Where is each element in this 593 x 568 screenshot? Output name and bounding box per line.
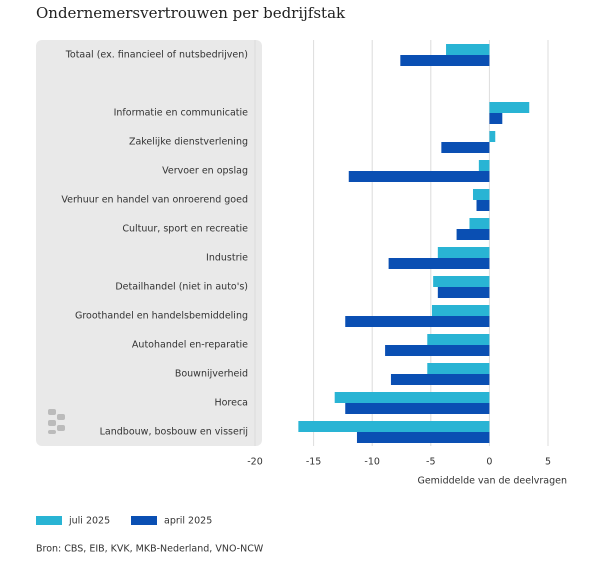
y-tick-label: Cultuur, sport en recreatie xyxy=(122,224,248,235)
bar xyxy=(456,229,490,240)
bar xyxy=(400,55,490,66)
x-axis-label: Gemiddelde van de deelvragen xyxy=(417,476,567,487)
bar xyxy=(472,189,490,200)
bar xyxy=(469,218,490,229)
y-tick-label: Detailhandel (niet in auto's) xyxy=(115,282,248,293)
legend-label: april 2025 xyxy=(164,516,212,527)
y-tick-label: Autohandel en-reparatie xyxy=(132,340,248,351)
y-tick-label: Informatie en communicatie xyxy=(114,108,249,119)
x-tick-label: -15 xyxy=(306,457,322,468)
bar xyxy=(489,102,530,113)
source: Bron: CBS, EIB, KVK, MKB-Nederland, VNO-… xyxy=(36,544,264,555)
y-tick-label: Industrie xyxy=(206,253,248,264)
bar xyxy=(427,363,490,374)
bar xyxy=(298,421,490,432)
legend-swatch xyxy=(131,516,157,525)
bar xyxy=(348,171,490,182)
bar xyxy=(433,276,490,287)
bar xyxy=(446,44,490,55)
bar xyxy=(334,392,490,403)
y-tick-label: Totaal (ex. financieel of nutsbedrijven) xyxy=(65,50,248,61)
x-tick-label: 0 xyxy=(486,457,492,468)
bar xyxy=(489,131,496,142)
chart-title: Ondernemersvertrouwen per bedrijfstak xyxy=(36,4,346,22)
label-panel xyxy=(36,40,262,446)
bar xyxy=(437,247,490,258)
x-tick-label: 5 xyxy=(545,457,551,468)
bar xyxy=(476,200,490,211)
bar xyxy=(431,305,490,316)
y-tick-label: Vervoer en opslag xyxy=(162,166,248,177)
y-tick-label: Verhuur en handel van onroerend goed xyxy=(61,195,248,206)
bar xyxy=(345,316,490,327)
bar xyxy=(489,113,503,124)
bar xyxy=(437,287,490,298)
bar xyxy=(388,258,490,269)
bar xyxy=(441,142,490,153)
y-tick-label: Groothandel en handelsbemiddeling xyxy=(75,311,248,322)
bar xyxy=(345,403,490,414)
bar xyxy=(427,334,490,345)
x-tick-label: -5 xyxy=(426,457,435,468)
y-tick-label: Horeca xyxy=(214,398,248,409)
legend-swatch xyxy=(36,516,62,525)
logo xyxy=(48,409,65,434)
y-tick-label: Zakelijke dienstverlening xyxy=(129,137,248,148)
bar xyxy=(478,160,490,171)
y-tick-label: Bouwnijverheid xyxy=(175,369,248,380)
y-tick-label: Landbouw, bosbouw en visserij xyxy=(100,427,248,438)
bar xyxy=(356,432,490,443)
legend-label: juli 2025 xyxy=(68,516,110,527)
bar xyxy=(390,374,490,385)
x-tick-label: -10 xyxy=(364,457,380,468)
bar xyxy=(385,345,490,356)
x-tick-label: -20 xyxy=(247,457,263,468)
